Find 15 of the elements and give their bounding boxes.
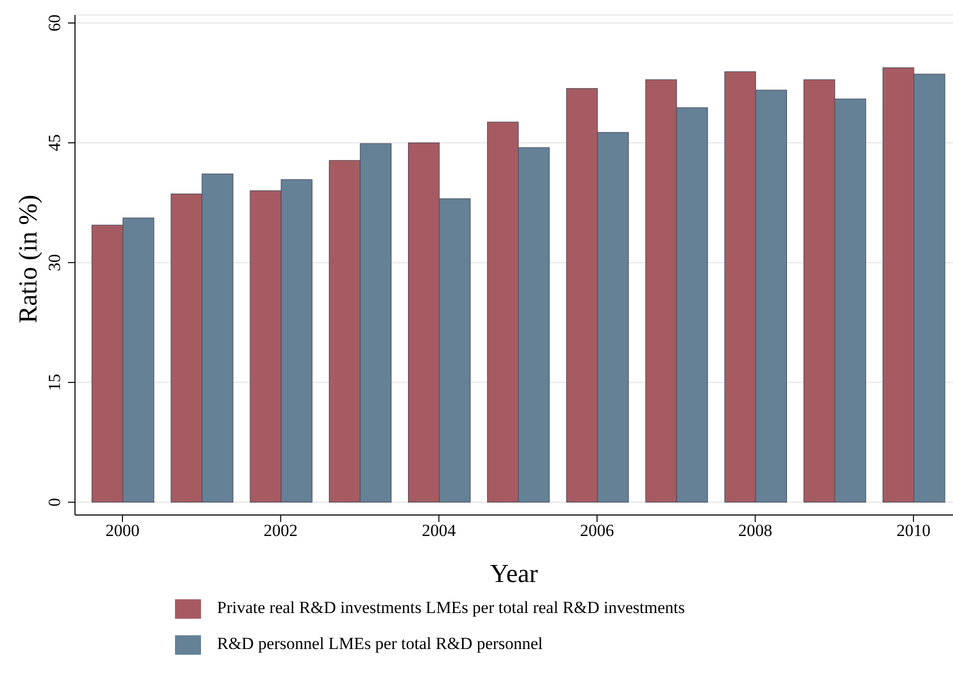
x-tick-label: 2008 (738, 521, 772, 540)
y-tick-label: 15 (45, 374, 64, 391)
x-tick-label: 2002 (264, 521, 298, 540)
x-tick-label: 2006 (580, 521, 614, 540)
legend-label: R&D personnel LMEs per total R&D personnel (217, 634, 543, 653)
y-tick-label: 30 (45, 254, 64, 272)
x-tick-label: 2004 (422, 521, 456, 540)
x-tick-label: 2010 (896, 521, 930, 540)
y-tick-label: 0 (45, 498, 64, 506)
y-tick-label: 60 (45, 14, 64, 32)
legend-label: Private real R&D investments LMEs per total real R&D investments (217, 598, 685, 617)
x-tick-label: 2000 (105, 521, 140, 540)
y-tick-label: 45 (45, 134, 64, 152)
y-axis-title: Ratio (in %) (14, 194, 42, 324)
x-axis-title: Year (490, 559, 538, 588)
